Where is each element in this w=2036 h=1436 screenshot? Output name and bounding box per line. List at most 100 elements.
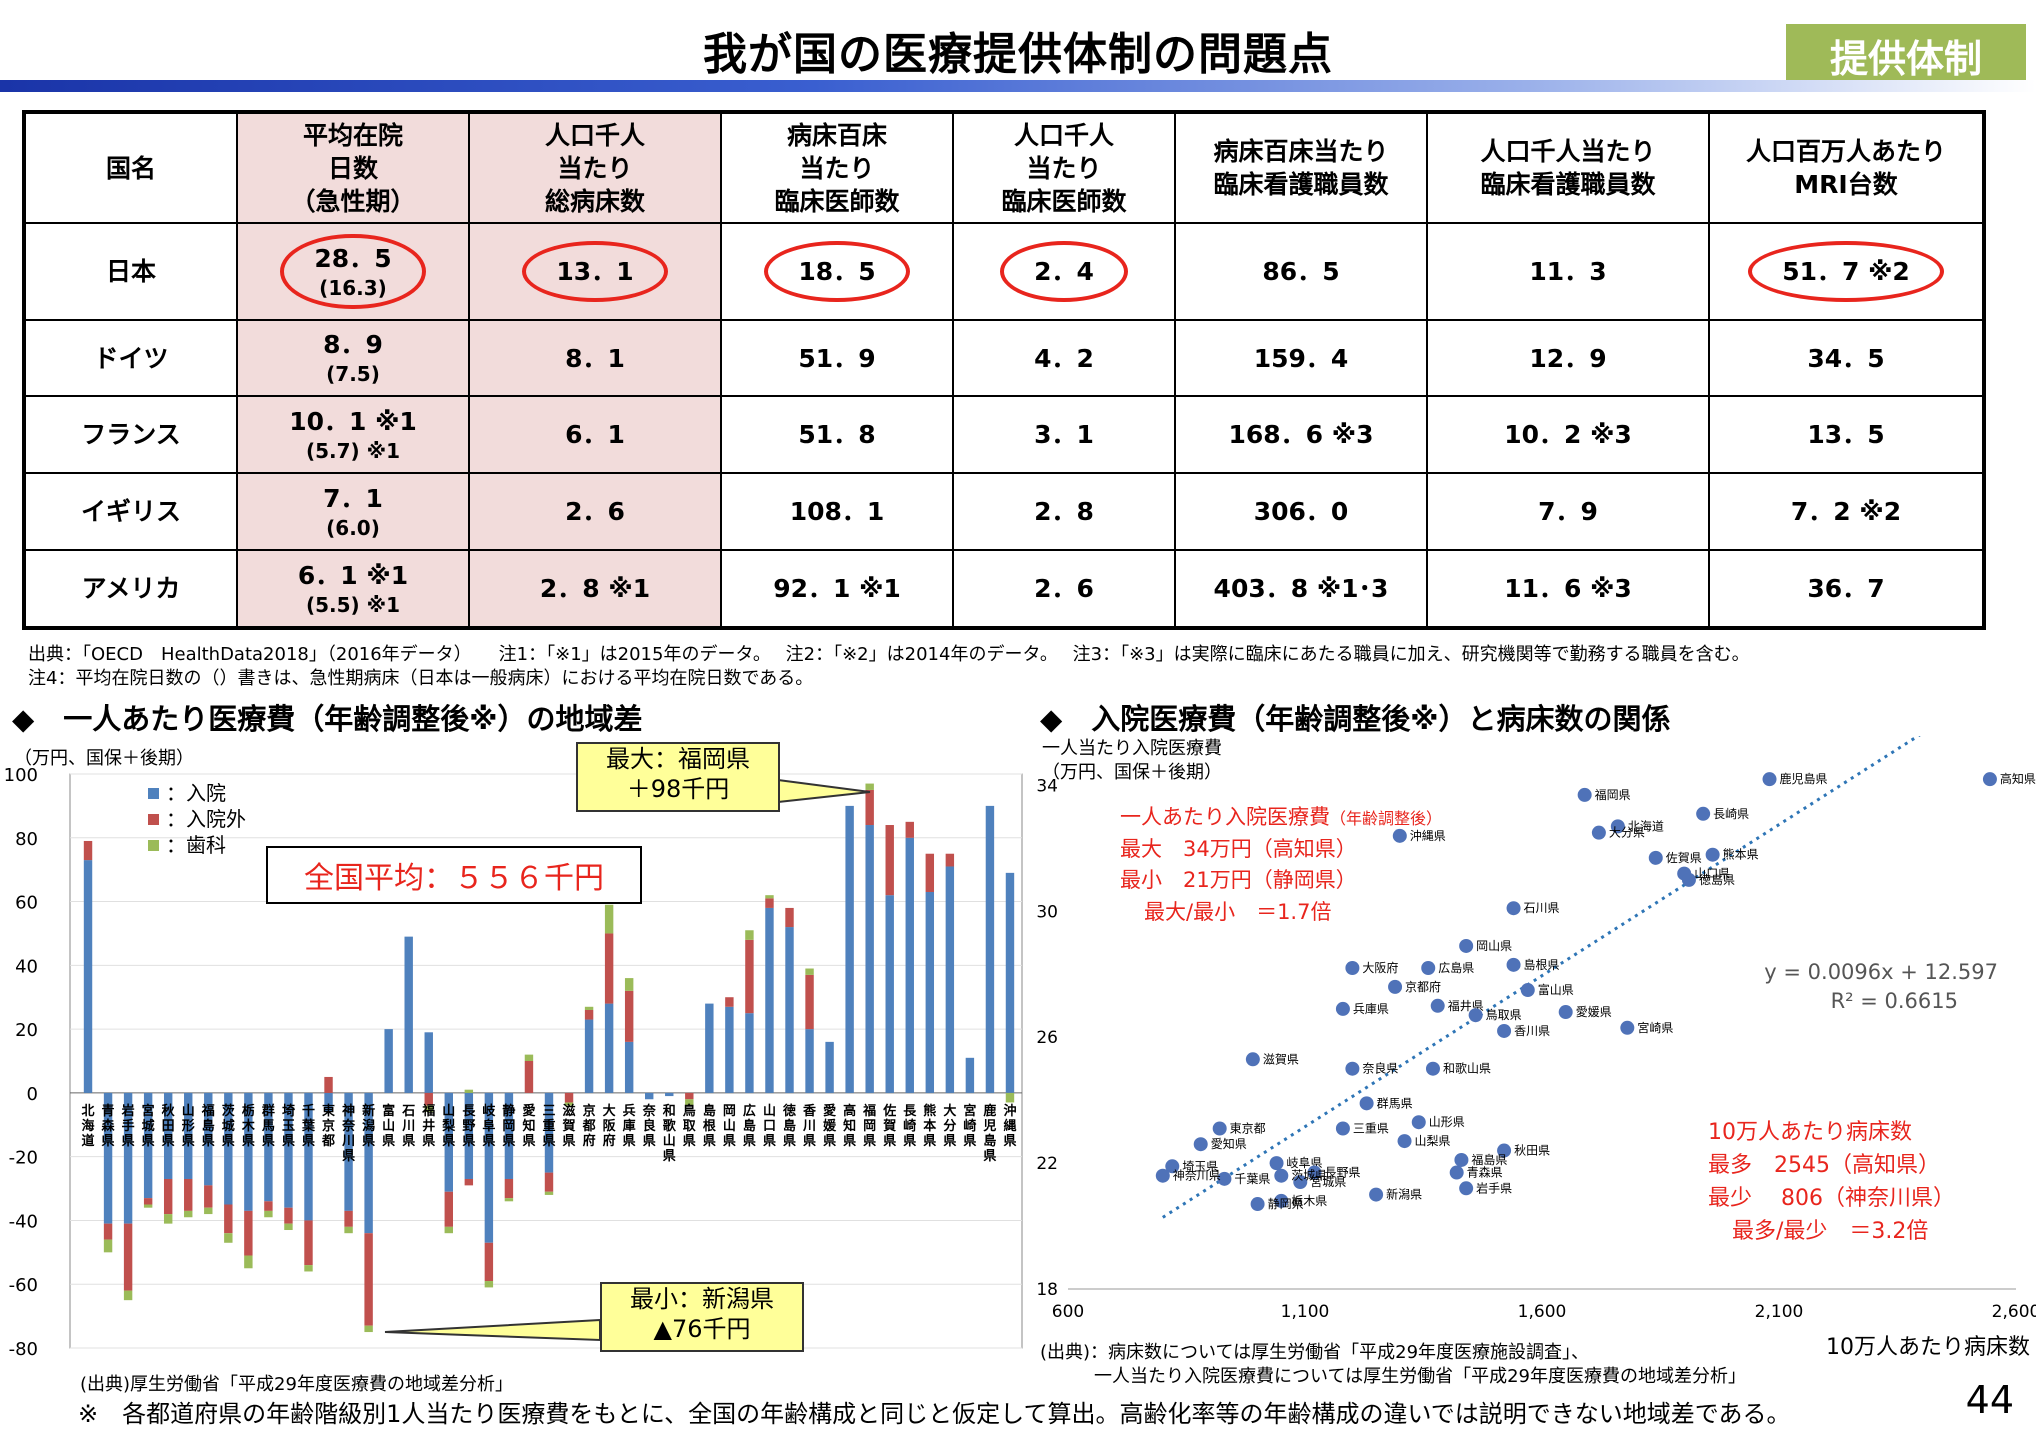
bar-segment-入院	[885, 895, 894, 1093]
bar-segment-入院外	[284, 1207, 293, 1224]
chart-source-1: (出典)：病床数については厚生労働省「平成29年度医療施設調査」、	[1040, 1342, 1589, 1363]
bar-segment-歯科	[544, 1191, 554, 1195]
table-cell-stay: 28．5 (16.3)	[236, 222, 470, 321]
bar-segment-入院	[825, 1041, 834, 1093]
scatter-point	[1506, 901, 1521, 916]
col-header-line: 総病床数	[544, 186, 645, 216]
bar-segment-入院外	[865, 789, 874, 826]
min-callout: 最小：新潟県 ▲76千円	[600, 1282, 804, 1352]
table-cell-country: 日本	[23, 222, 238, 321]
x-tick-label: 熊本県	[923, 1103, 936, 1149]
bar-segment-入院外	[484, 1242, 494, 1282]
col-header-line: 臨床看護職員数	[1480, 170, 1656, 199]
bar-segment-入院外	[945, 853, 955, 867]
point-label: 宮城県	[1310, 1174, 1346, 1189]
bar-segment-入院外	[564, 1092, 574, 1103]
bar-segment-入院	[665, 1092, 674, 1097]
point-label: 岩手県	[1476, 1180, 1512, 1195]
x-tick-label: 福岡県	[862, 1103, 876, 1149]
bar-segment-歯科	[204, 1207, 213, 1215]
table-cell-stay: 10．1 ※1 (5.7) ※1	[236, 395, 470, 475]
bar-segment-入院外	[524, 1061, 534, 1093]
x-tick-label: 宮崎県	[963, 1103, 976, 1149]
table-cell-nurse_per_pop: 10．2 ※3	[1426, 395, 1710, 475]
beds-ann-max: 最多 2545（高知県）	[1708, 1153, 1940, 1178]
x-tick-label: 1,600	[1518, 1302, 1567, 1322]
stay-acute-value: (7.5)	[326, 362, 380, 387]
scatter-point	[1705, 847, 1720, 862]
scatter-point	[1459, 938, 1474, 953]
x-tick-label: 宮城県	[142, 1103, 155, 1149]
x-tick-label: 愛媛県	[822, 1103, 837, 1149]
table-cell-nurse_per_bed: 403．8 ※1･3	[1174, 548, 1428, 630]
col-header: 人口百万人あたり MRI台数	[1708, 111, 1985, 224]
scatter-point	[1558, 1005, 1573, 1020]
x-tick-label: 1,100	[1281, 1302, 1330, 1322]
table-cell-doc_per_pop: 2．4	[952, 222, 1176, 321]
point-label: 兵庫県	[1353, 1002, 1389, 1016]
table-cell-nurse_per_bed: 168．6 ※3	[1174, 395, 1428, 475]
point-label: 沖縄県	[1410, 828, 1446, 843]
y-tick-label: 20	[15, 1020, 38, 1041]
scatter-point	[1762, 772, 1777, 787]
legend-label: ：歯科	[166, 833, 226, 857]
legend-swatch	[148, 788, 159, 799]
x-tick-label: 和歌山県	[663, 1103, 677, 1164]
x-tick-label: 山形県	[182, 1103, 195, 1149]
bar-segment-入院	[384, 1029, 393, 1093]
regression-equation: y = 0.0096x + 12.597	[1764, 960, 1998, 984]
cell-value: 2．6	[1034, 573, 1094, 603]
scatter-point	[1335, 1001, 1350, 1016]
point-label: 熊本県	[1723, 847, 1759, 862]
beds-ann-ratio: 最多/最少 ＝3.2倍	[1732, 1219, 1929, 1244]
bar-segment-入院	[584, 1019, 594, 1093]
cell-value: 306．0	[1253, 497, 1349, 527]
cell-value: 51．7 ※2	[1782, 256, 1910, 286]
x-tick-label: 静岡県	[502, 1103, 515, 1149]
scatter-point	[1397, 1134, 1412, 1149]
bar-segment-歯科	[123, 1290, 133, 1301]
x-tick-label: 岡山県	[723, 1104, 736, 1149]
point-label: 岡山県	[1476, 939, 1512, 953]
table-row: ドイツ 8．9 (7.5) 8．1 51．9 4．2 159．4 12．9 34．5	[23, 318, 1985, 398]
point-label: 和歌山県	[1443, 1061, 1491, 1076]
point-label: 佐賀県	[1666, 851, 1702, 865]
cell-value: 12．9	[1529, 343, 1607, 373]
y-tick-label: 22	[1036, 1154, 1058, 1174]
bar-segment-入院外	[224, 1204, 233, 1234]
cell-value: 13．5	[1807, 420, 1885, 450]
point-label: 北海道	[1628, 818, 1664, 833]
table-row: イギリス 7．1 (6.0) 2．6 108．1 2．8 306．0 7．9 7．2 ※2	[23, 472, 1985, 551]
bar-segment-歯科	[163, 1214, 173, 1224]
page-number: 44	[1965, 1378, 2014, 1422]
scatter-point	[1648, 850, 1663, 865]
bar-segment-入院	[344, 1092, 353, 1211]
x-tick-label: 岐阜県	[482, 1103, 496, 1149]
bar-segment-歯科	[484, 1281, 494, 1288]
table-row: 日本 28．5 (16.3) 13．1 18．5 2．4 86．5 11．3 51．7 ※2	[23, 222, 1985, 321]
col-header-line: 日数	[327, 153, 378, 183]
bar-segment-入院	[224, 1092, 233, 1205]
cost-ann-ratio: 最大/最小 ＝1.7倍	[1144, 899, 1332, 924]
scatter-point	[1620, 1020, 1635, 1035]
bar-segment-歯科	[604, 904, 614, 934]
bar-segment-入院	[484, 1092, 494, 1243]
col-header-line: 病床百床	[786, 120, 887, 150]
scatter-point	[1345, 1061, 1360, 1076]
col-header: 人口千人 当たり 総病床数	[468, 111, 722, 224]
col-header: 病床百床 当たり 臨床医師数	[720, 111, 954, 224]
stay-acute-value: (5.7) ※1	[305, 439, 401, 464]
chart-source-2: 一人当たり入院医療費については厚生労働省「平成29年度医療費の地域差分析」	[1094, 1366, 1746, 1387]
bar-segment-入院外	[264, 1201, 273, 1211]
bar-segment-歯科	[564, 1102, 574, 1106]
bar-segment-入院外	[83, 840, 93, 861]
bar-segment-入院外	[204, 1185, 213, 1208]
scatter-point	[1165, 1159, 1180, 1174]
scatter-point	[1577, 787, 1592, 802]
point-label: 静岡県	[1268, 1197, 1304, 1211]
table-cell-mri: 34．5	[1708, 318, 1985, 398]
point-label: 富山県	[1538, 982, 1574, 997]
x-tick-label: 600	[1052, 1302, 1084, 1322]
col-header: 人口千人 当たり 臨床医師数	[952, 111, 1176, 224]
scatter-point	[1520, 983, 1535, 998]
